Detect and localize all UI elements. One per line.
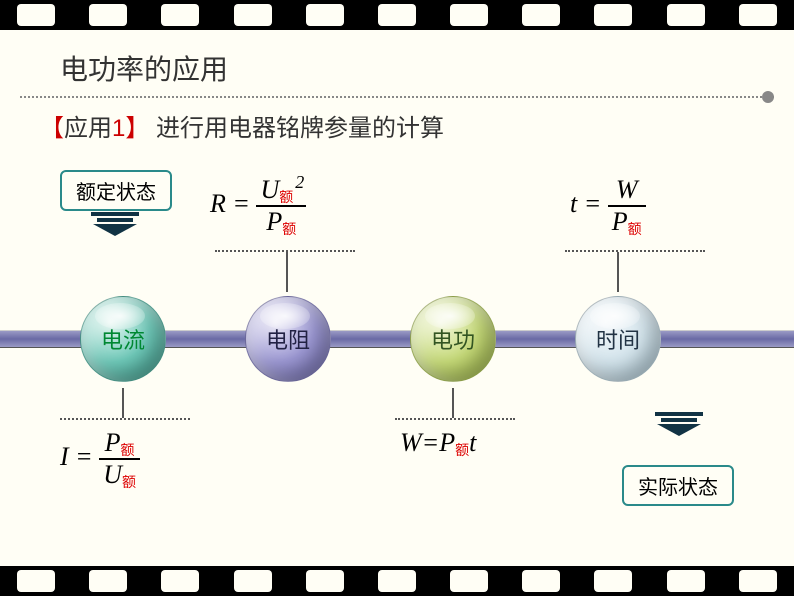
formula-R: R = U额2 P额 (210, 175, 306, 237)
formula-W-tail: t (469, 428, 476, 457)
formula-t-den-var: P (612, 207, 628, 236)
dotted-over-W (395, 418, 515, 420)
formula-W: W=P额t (400, 428, 476, 458)
formula-t-den-sub: 额 (628, 223, 642, 238)
dotted-under-t (565, 250, 705, 252)
formula-t: t = W P额 (570, 175, 646, 237)
bracket-close: 】 (125, 115, 149, 142)
badge-actual: 实际状态 (622, 465, 734, 506)
subtitle-text: 进行用电器铭牌参量的计算 (156, 115, 444, 142)
formula-t-lhs: t (570, 189, 577, 218)
film-strip-top (0, 0, 794, 30)
film-hole (739, 4, 777, 26)
formula-I-den-sub: 额 (122, 476, 136, 491)
film-hole (17, 570, 55, 592)
dotted-under-R (215, 250, 355, 252)
bracket-open: 【 (40, 115, 64, 142)
film-hole (667, 4, 705, 26)
formula-t-top: W (616, 175, 638, 204)
formula-R-top-sub: 额 (279, 191, 293, 206)
vline-W (452, 388, 454, 418)
formula-W-var: P (439, 428, 455, 457)
dotted-over-I (60, 418, 190, 420)
film-hole (667, 570, 705, 592)
formula-W-sub: 额 (455, 444, 469, 459)
formula-R-lhs: R (210, 189, 226, 218)
formula-R-top-var: U (260, 175, 279, 204)
formula-I-top-var: P (105, 428, 121, 457)
film-hole (89, 570, 127, 592)
badge-rated: 额定状态 (60, 170, 172, 211)
film-hole (594, 570, 632, 592)
film-hole (161, 570, 199, 592)
node-3: 时间 (575, 296, 661, 382)
film-hole (306, 570, 344, 592)
film-hole (450, 570, 488, 592)
arrow-down-icon (85, 210, 145, 240)
film-strip-bottom (0, 566, 794, 596)
film-hole (594, 4, 632, 26)
formula-I: I = P额 U额 (60, 428, 140, 490)
film-hole (739, 570, 777, 592)
film-hole (522, 570, 560, 592)
subtitle: 【应用1】 进行用电器铭牌参量的计算 (0, 98, 794, 143)
slide-content: 电功率的应用 【应用1】 进行用电器铭牌参量的计算 额定状态 R = U额2 P… (0, 30, 794, 566)
node-2: 电功 (410, 296, 496, 382)
vline-R (286, 252, 288, 292)
formula-I-den-var: U (103, 460, 122, 489)
film-hole (522, 4, 560, 26)
formula-W-lhs: W (400, 428, 422, 457)
film-hole (17, 4, 55, 26)
film-hole (89, 4, 127, 26)
film-hole (234, 4, 272, 26)
node-1: 电阻 (245, 296, 331, 382)
vline-t (617, 252, 619, 292)
subtitle-label: 应用 (64, 115, 112, 142)
formula-R-sup: 2 (295, 172, 304, 192)
slide-title: 电功率的应用 (20, 30, 774, 98)
film-hole (378, 570, 416, 592)
film-hole (378, 4, 416, 26)
arrow-down-icon (649, 410, 709, 440)
formula-R-den-var: P (266, 207, 282, 236)
film-hole (234, 570, 272, 592)
formula-R-den-sub: 额 (282, 223, 296, 238)
film-hole (306, 4, 344, 26)
vline-I (122, 388, 124, 418)
film-hole (161, 4, 199, 26)
node-0: 电流 (80, 296, 166, 382)
formula-I-lhs: I (60, 442, 69, 471)
film-hole (450, 4, 488, 26)
subtitle-num: 1 (112, 115, 125, 142)
formula-I-top-sub: 额 (121, 444, 135, 459)
